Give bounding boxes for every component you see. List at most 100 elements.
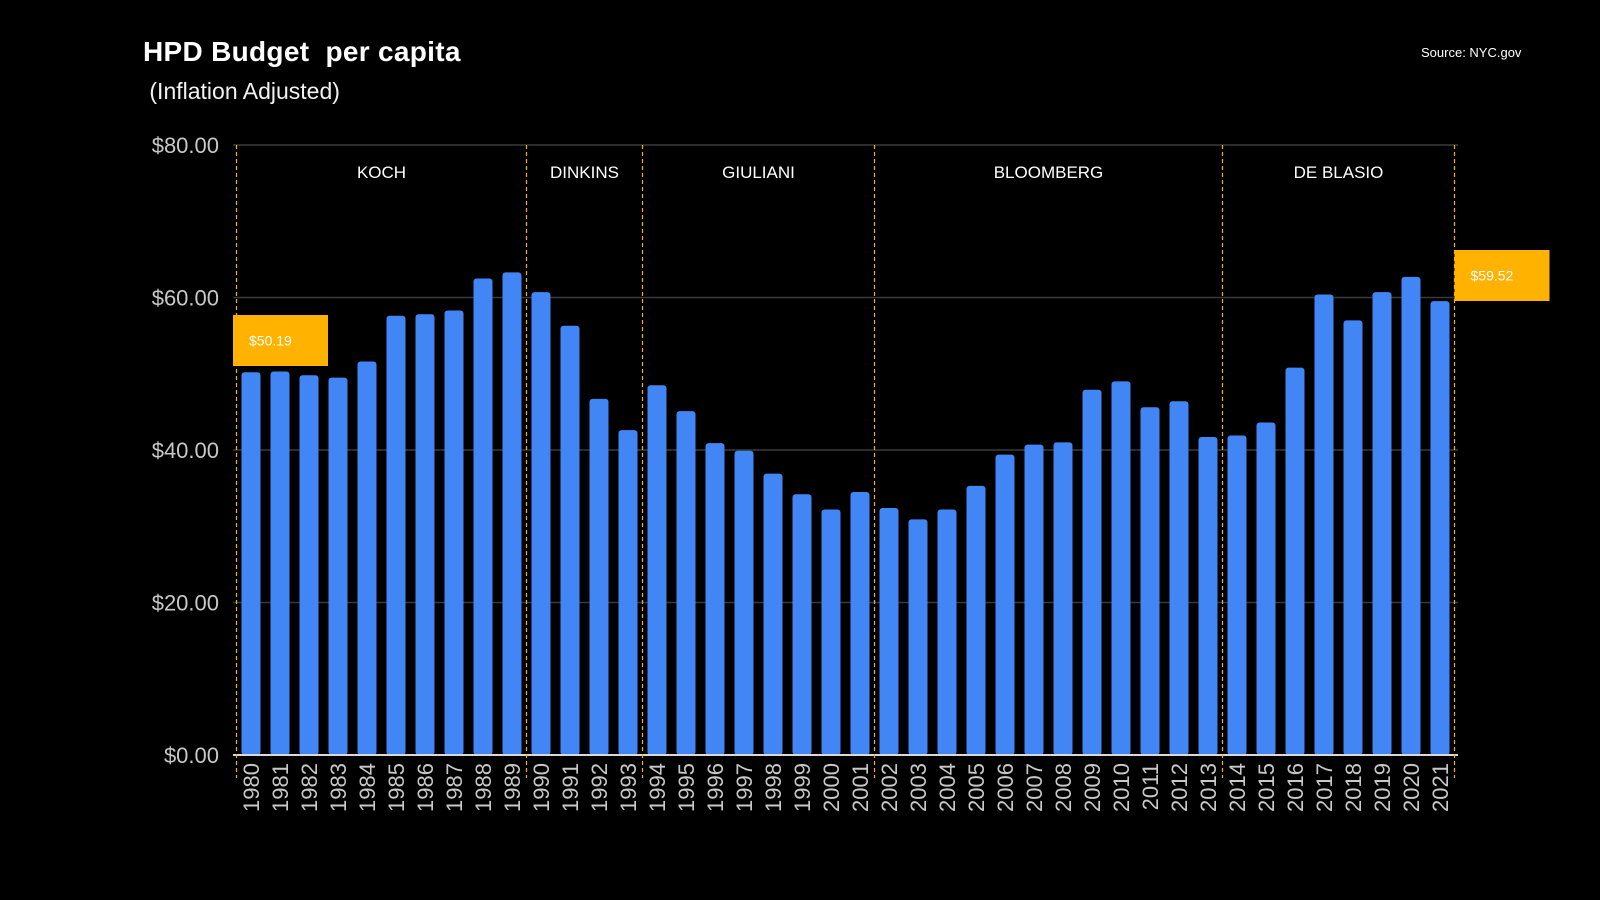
bar	[357, 361, 377, 755]
x-tick-label: 1997	[732, 763, 757, 812]
bar	[1111, 381, 1131, 755]
bar	[502, 272, 522, 755]
bar	[1256, 422, 1276, 755]
bar	[966, 485, 986, 755]
bar	[1227, 435, 1247, 755]
x-tick-label: 1989	[500, 763, 525, 812]
x-tick-label: 2017	[1312, 763, 1337, 812]
value-callout	[233, 315, 328, 366]
bar	[531, 292, 551, 755]
y-tick-label: $40.00	[152, 438, 219, 463]
bar	[386, 315, 406, 755]
bar	[792, 494, 812, 755]
x-tick-label: 2011	[1138, 763, 1163, 810]
x-tick-label: 2019	[1370, 763, 1395, 812]
bar	[589, 398, 609, 755]
bar	[444, 310, 464, 755]
y-tick-label: $20.00	[152, 591, 219, 616]
bar	[1343, 320, 1363, 755]
bar	[299, 375, 319, 755]
x-tick-label: 1998	[761, 763, 786, 812]
bar	[1372, 292, 1392, 755]
value-callout-label: $50.19	[249, 333, 292, 349]
source-label: Source: NYC.gov	[1421, 45, 1522, 60]
x-tick-label: 1986	[413, 763, 438, 812]
value-callout	[1454, 250, 1550, 301]
period-label: KOCH	[357, 163, 406, 182]
bar	[879, 507, 899, 755]
bar	[734, 450, 754, 755]
bar	[1198, 437, 1218, 755]
x-tick-label: 1984	[355, 763, 380, 812]
x-tick-label: 2002	[877, 763, 902, 812]
x-tick-label: 2000	[819, 763, 844, 812]
chart-subtitle: (Inflation Adjusted)	[143, 78, 340, 104]
value-callout-label: $59.52	[1471, 268, 1514, 284]
x-tick-label: 1991	[558, 763, 583, 812]
x-tick-label: 1987	[442, 763, 467, 812]
x-tick-label: 2014	[1225, 763, 1250, 812]
x-tick-label: 2008	[1051, 763, 1076, 812]
x-tick-label: 1988	[471, 763, 496, 812]
bar	[415, 314, 435, 755]
x-tick-label: 1982	[297, 763, 322, 812]
bar	[647, 385, 667, 755]
bar	[241, 372, 261, 755]
x-tick-label: 2016	[1283, 763, 1308, 812]
x-tick-label: 1981	[268, 763, 293, 812]
bar	[850, 491, 870, 755]
bar	[995, 454, 1015, 755]
x-tick-label: 1999	[790, 763, 815, 812]
bar	[1053, 442, 1073, 755]
period-label: BLOOMBERG	[994, 163, 1104, 182]
bar	[1082, 389, 1102, 755]
bar	[937, 509, 957, 755]
bar	[908, 519, 928, 755]
x-tick-label: 2007	[1022, 763, 1047, 812]
period-label: DE BLASIO	[1294, 163, 1384, 182]
x-tick-label: 1994	[645, 763, 670, 812]
period-label: DINKINS	[550, 163, 619, 182]
x-tick-label: 2001	[848, 763, 873, 812]
x-tick-label: 2005	[964, 763, 989, 812]
x-tick-label: 2003	[906, 763, 931, 812]
bar	[1140, 407, 1160, 755]
bar	[1401, 276, 1421, 755]
x-tick-label: 2015	[1254, 763, 1279, 812]
x-tick-label: 1990	[529, 763, 554, 812]
bar	[676, 411, 696, 755]
x-tick-label: 1985	[384, 763, 409, 812]
x-tick-label: 2020	[1399, 763, 1424, 812]
bar	[1314, 294, 1334, 755]
bar	[1430, 301, 1450, 755]
x-tick-label: 2021	[1428, 763, 1453, 812]
bar	[560, 325, 580, 755]
bar	[618, 430, 638, 755]
x-tick-label: 2013	[1196, 763, 1221, 812]
bar	[705, 443, 725, 755]
period-label: GIULIANI	[722, 163, 795, 182]
y-tick-label: $0.00	[164, 743, 219, 768]
bar	[821, 509, 841, 755]
x-tick-label: 1983	[326, 763, 351, 812]
bar	[328, 377, 348, 755]
bar	[1024, 444, 1044, 755]
x-tick-label: 2018	[1341, 763, 1366, 812]
y-tick-label: $60.00	[152, 286, 219, 311]
x-tick-label: 2006	[993, 763, 1018, 812]
bar	[270, 371, 290, 755]
x-tick-label: 1993	[616, 763, 641, 812]
bar	[473, 278, 493, 755]
x-tick-label: 1980	[239, 763, 264, 812]
x-tick-label: 2012	[1167, 763, 1192, 812]
x-tick-label: 2010	[1109, 763, 1134, 812]
x-tick-label: 1995	[674, 763, 699, 812]
y-tick-label: $80.00	[152, 133, 219, 158]
bar	[1169, 401, 1189, 755]
bar	[1285, 367, 1305, 755]
x-tick-label: 1996	[703, 763, 728, 812]
x-tick-label: 2009	[1080, 763, 1105, 812]
chart-title: HPD Budget per capita	[143, 36, 461, 67]
x-tick-label: 2004	[935, 763, 960, 812]
